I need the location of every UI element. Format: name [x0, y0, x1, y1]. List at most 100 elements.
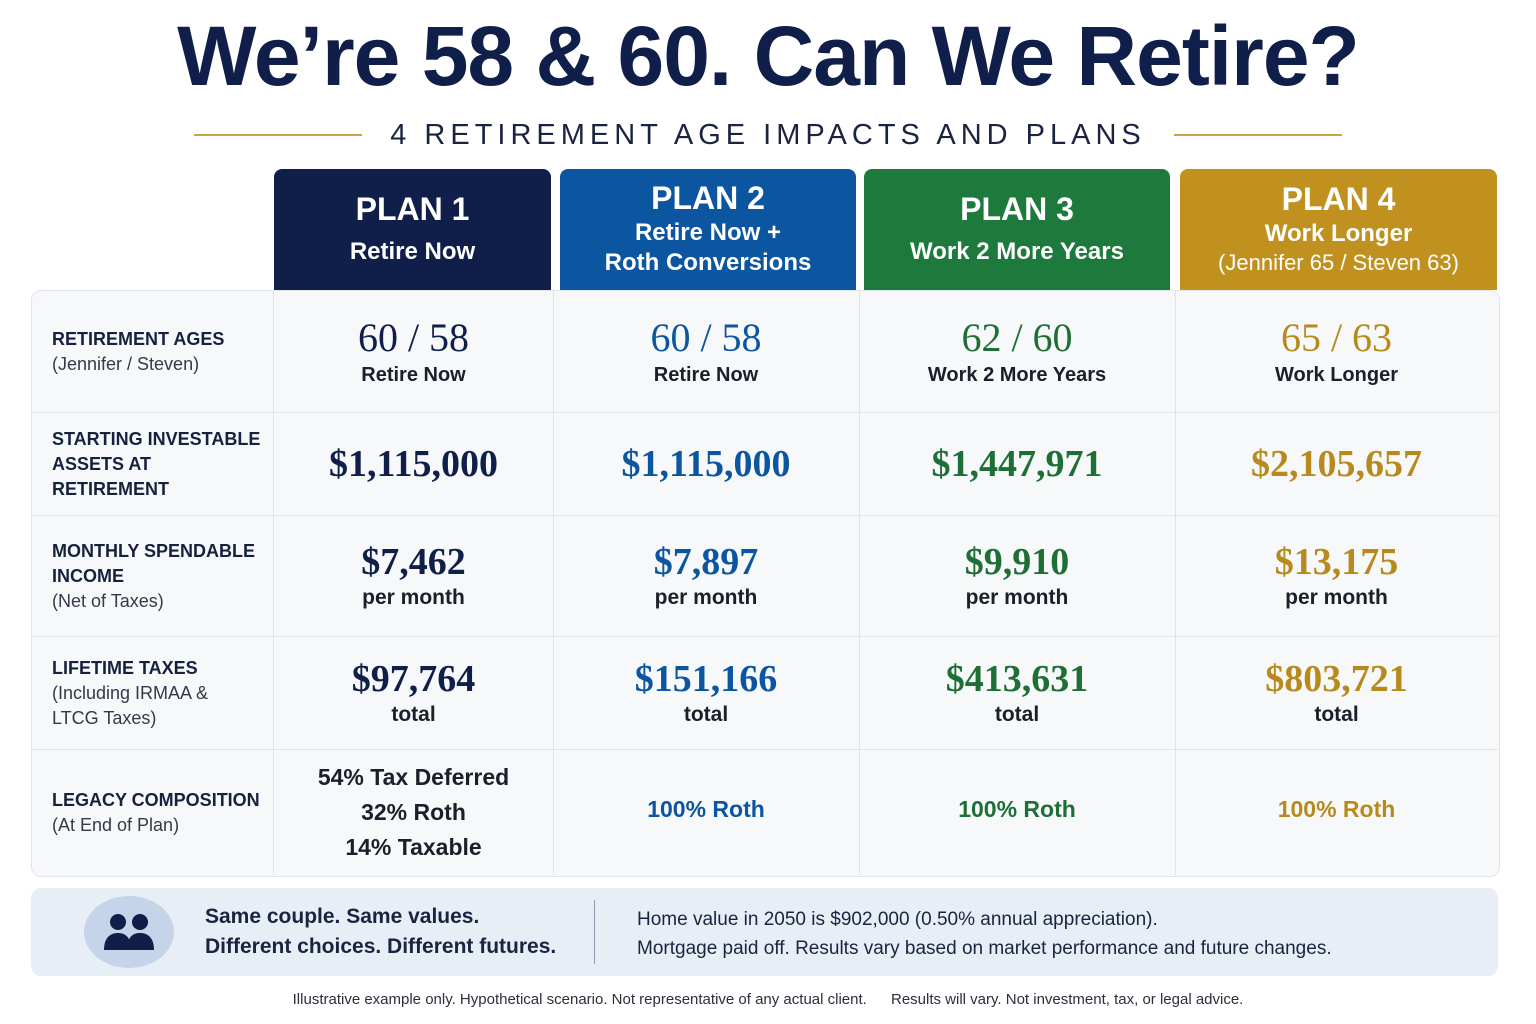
- cell-plan-2-ages: 60 / 58 Retire Now: [553, 291, 859, 412]
- ages-note: Work Longer: [1275, 363, 1398, 386]
- cell-plan-1-income: $7,462 per month: [274, 516, 553, 636]
- tagline-line-2: Different choices. Different futures.: [205, 935, 557, 958]
- cell-plan-3-income: $9,910 per month: [859, 516, 1175, 636]
- ages-value: 65 / 63: [1280, 314, 1393, 360]
- cell-plan-3-taxes: $413,631 total: [859, 637, 1175, 749]
- cell-plan-3-legacy: 100% Roth: [859, 750, 1175, 868]
- row-label-subtitle: (Jennifer / Steven): [52, 353, 200, 374]
- column-divider: [273, 290, 274, 875]
- cell-plan-1-assets: $1,115,000: [274, 413, 553, 515]
- disclaimer-part-1: Illustrative example only. Hypothetical …: [292, 991, 867, 1008]
- column-divider: [1175, 290, 1176, 875]
- footer-notes: Home value in 2050 is $902,000 (0.50% an…: [637, 905, 1487, 963]
- plan-3-subtitle: Work 2 More Years: [910, 238, 1124, 266]
- income-value: $7,462: [361, 541, 466, 583]
- footer-divider: [594, 900, 595, 964]
- cell-plan-1-legacy: 54% Tax Deferred 32% Roth 14% Taxable: [274, 750, 553, 875]
- plan-2-subtitle: Retire Now +: [634, 219, 782, 247]
- plan-2-name: PLAN 2: [651, 179, 765, 216]
- legacy-value: 100% Roth: [958, 795, 1076, 822]
- row-label-title-2: INCOME: [52, 565, 124, 586]
- row-divider: [32, 515, 1498, 516]
- ages-value: 60 / 58: [650, 314, 762, 360]
- row-label-title: MONTHLY SPENDABLE: [52, 540, 256, 561]
- taxes-unit: total: [391, 703, 436, 726]
- subtitle-row: 4 RETIREMENT AGE IMPACTS AND PLANS: [0, 117, 1536, 153]
- income-value: $9,910: [964, 541, 1070, 583]
- cell-plan-4-income: $13,175 per month: [1175, 516, 1498, 636]
- row-label-title: LIFETIME TAXES: [52, 657, 198, 678]
- cell-plan-4-legacy: 100% Roth: [1175, 750, 1498, 868]
- legacy-value: 100% Roth: [647, 795, 765, 822]
- assets-value: $2,105,657: [1251, 443, 1422, 485]
- column-divider: [553, 290, 554, 875]
- plan-2-subtitle-2: Roth Conversions: [604, 249, 812, 277]
- row-label-subtitle: (At End of Plan): [52, 814, 180, 835]
- assets-value: $1,115,000: [621, 443, 791, 485]
- cell-plan-2-taxes: $151,166 total: [553, 637, 859, 749]
- plan-2-header: PLAN 2 Retire Now + Roth Conversions: [560, 169, 856, 290]
- assets-value: $1,115,000: [329, 443, 498, 485]
- legacy-line: 14% Taxable: [345, 834, 482, 860]
- income-unit: per month: [654, 586, 758, 609]
- cell-plan-3-ages: 62 / 60 Work 2 More Years: [859, 291, 1175, 412]
- income-unit: per month: [965, 586, 1069, 609]
- taxes-value: $151,166: [634, 658, 778, 700]
- ages-value: 62 / 60: [961, 314, 1073, 360]
- tagline-line-1: Same couple. Same values.: [205, 905, 480, 928]
- column-divider: [859, 290, 860, 875]
- plan-3-header: PLAN 3 Work 2 More Years: [864, 169, 1170, 290]
- row-label-monthly-income: MONTHLY SPENDABLE INCOME (Net of Taxes): [52, 516, 267, 636]
- row-label-starting-assets: STARTING INVESTABLE ASSETS AT RETIREMENT: [52, 413, 267, 515]
- income-value: $7,897: [653, 541, 759, 583]
- row-divider: [32, 749, 1498, 750]
- plan-3-name: PLAN 3: [960, 190, 1074, 227]
- taxes-unit: total: [1314, 703, 1359, 726]
- row-label-subtitle: (Net of Taxes): [52, 590, 164, 611]
- ages-note: Retire Now: [361, 363, 466, 386]
- income-unit: per month: [1285, 586, 1388, 609]
- plan-1-subtitle: Retire Now: [349, 238, 476, 266]
- cell-plan-3-assets: $1,447,971: [859, 413, 1175, 515]
- cell-plan-4-taxes: $803,721 total: [1175, 637, 1498, 749]
- plan-1-name: PLAN 1: [355, 190, 470, 227]
- legacy-line: 32% Roth: [361, 799, 466, 825]
- disclaimer: Illustrative example only. Hypothetical …: [0, 991, 1536, 1008]
- cell-plan-2-legacy: 100% Roth: [553, 750, 859, 868]
- row-label-title: LEGACY COMPOSITION: [52, 789, 260, 810]
- note-line-2: Mortgage paid off. Results vary based on…: [637, 938, 1332, 959]
- row-label-lifetime-taxes: LIFETIME TAXES (Including IRMAA & LTCG T…: [52, 637, 267, 749]
- assets-value: $1,447,971: [931, 443, 1103, 485]
- subtitle-rule-right: [1173, 134, 1342, 136]
- row-label-title: RETIREMENT AGES: [52, 328, 225, 349]
- legacy-line: 54% Tax Deferred: [317, 764, 510, 790]
- ages-note: Retire Now: [653, 363, 759, 386]
- row-label-subtitle: (Including IRMAA &: [52, 682, 209, 703]
- footer-panel: [31, 888, 1498, 976]
- plan-4-name: PLAN 4: [1281, 181, 1396, 218]
- ages-value: 60 / 58: [357, 314, 470, 360]
- comparison-table: [31, 290, 1500, 877]
- plan-4-header: PLAN 4 Work Longer (Jennifer 65 / Steven…: [1180, 169, 1497, 290]
- taxes-value: $413,631: [945, 658, 1089, 700]
- cell-plan-4-assets: $2,105,657: [1175, 413, 1498, 515]
- taxes-value: $803,721: [1265, 658, 1408, 700]
- people-icon: [84, 896, 174, 968]
- cell-plan-1-taxes: $97,764 total: [274, 637, 553, 749]
- disclaimer-part-2: Results will vary. Not investment, tax, …: [891, 991, 1244, 1008]
- row-divider: [32, 412, 1498, 413]
- cell-plan-4-ages: 65 / 63 Work Longer: [1175, 291, 1498, 412]
- taxes-unit: total: [994, 703, 1040, 726]
- cell-plan-1-ages: 60 / 58 Retire Now: [274, 291, 553, 412]
- row-label-title-2: ASSETS AT RETIREMENT: [52, 453, 169, 499]
- income-unit: per month: [362, 586, 465, 609]
- note-line-1: Home value in 2050 is $902,000 (0.50% an…: [637, 909, 1158, 930]
- page-subtitle: 4 RETIREMENT AGE IMPACTS AND PLANS: [390, 118, 1146, 151]
- row-divider: [32, 636, 1498, 637]
- cell-plan-2-assets: $1,115,000: [553, 413, 859, 515]
- taxes-unit: total: [683, 703, 729, 726]
- people-icon-svg: [104, 914, 154, 950]
- plan-4-subtitle-2: (Jennifer 65 / Steven 63): [1218, 250, 1459, 276]
- row-label-legacy-composition: LEGACY COMPOSITION (At End of Plan): [52, 750, 267, 875]
- legacy-value: 100% Roth: [1277, 795, 1396, 822]
